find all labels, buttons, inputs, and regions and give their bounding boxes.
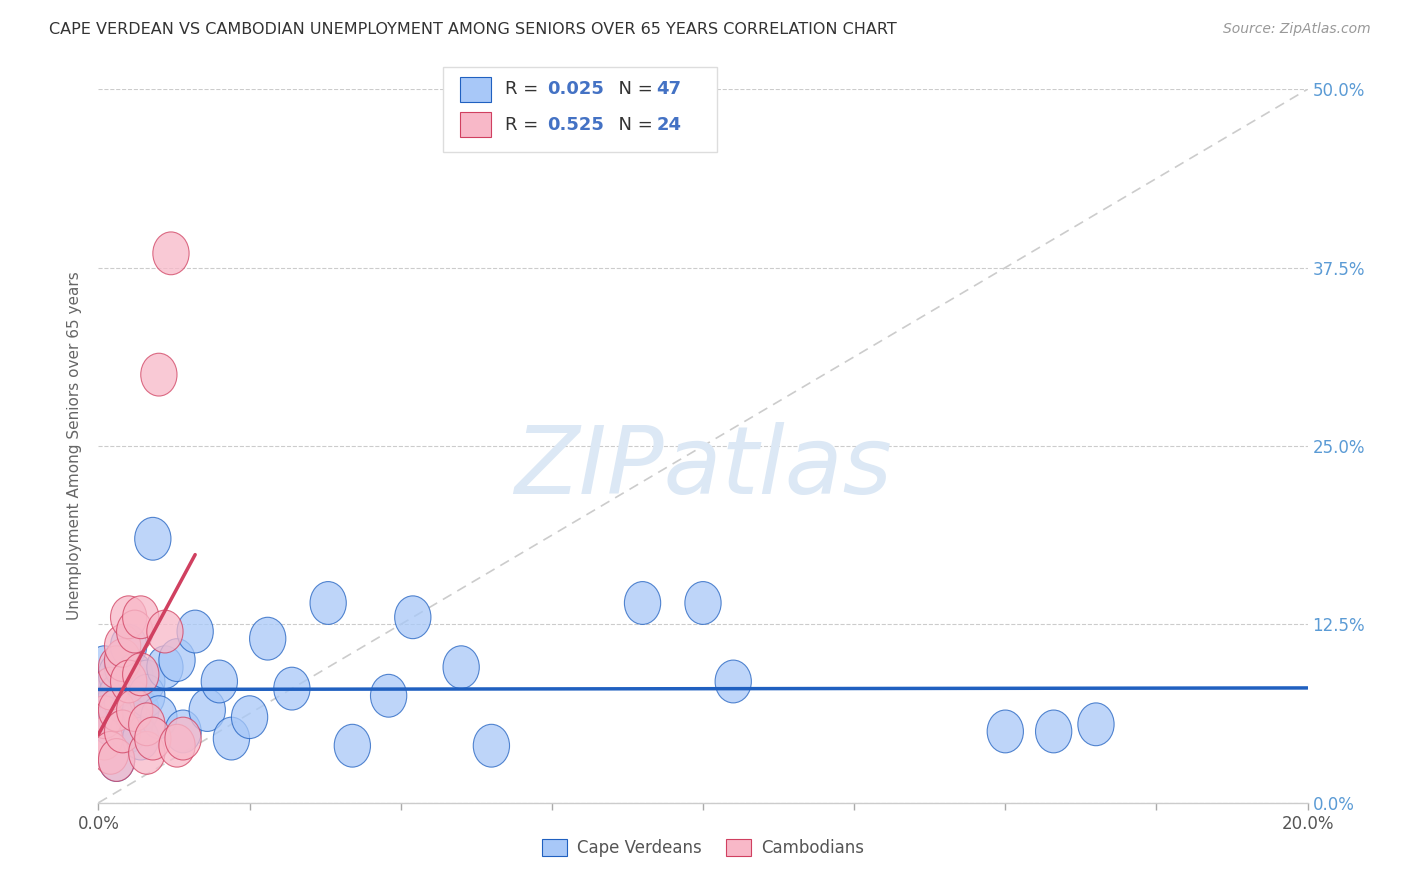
Ellipse shape: [250, 617, 285, 660]
Ellipse shape: [129, 674, 165, 717]
Ellipse shape: [129, 660, 165, 703]
Ellipse shape: [104, 681, 141, 724]
Ellipse shape: [159, 639, 195, 681]
Ellipse shape: [165, 710, 201, 753]
Ellipse shape: [104, 703, 141, 746]
Ellipse shape: [122, 717, 159, 760]
Ellipse shape: [274, 667, 311, 710]
Ellipse shape: [987, 710, 1024, 753]
Ellipse shape: [716, 660, 751, 703]
Y-axis label: Unemployment Among Seniors over 65 years: Unemployment Among Seniors over 65 years: [67, 272, 83, 620]
Ellipse shape: [86, 696, 122, 739]
Ellipse shape: [86, 717, 122, 760]
Ellipse shape: [117, 610, 153, 653]
Ellipse shape: [165, 717, 201, 760]
Text: R =: R =: [505, 116, 544, 134]
Ellipse shape: [111, 710, 146, 753]
Text: 0.525: 0.525: [547, 116, 603, 134]
Text: Source: ZipAtlas.com: Source: ZipAtlas.com: [1223, 22, 1371, 37]
Ellipse shape: [111, 660, 146, 703]
Ellipse shape: [86, 674, 122, 717]
Text: 47: 47: [657, 80, 682, 98]
Ellipse shape: [117, 703, 153, 746]
Ellipse shape: [104, 646, 141, 689]
Ellipse shape: [685, 582, 721, 624]
Ellipse shape: [141, 696, 177, 739]
Ellipse shape: [1078, 703, 1114, 746]
Ellipse shape: [135, 517, 172, 560]
Text: N =: N =: [607, 116, 659, 134]
Ellipse shape: [395, 596, 432, 639]
Text: N =: N =: [607, 80, 659, 98]
Ellipse shape: [122, 653, 159, 696]
Ellipse shape: [309, 582, 346, 624]
Ellipse shape: [93, 689, 129, 731]
Ellipse shape: [93, 667, 129, 710]
Ellipse shape: [371, 674, 406, 717]
Legend: Cape Verdeans, Cambodians: Cape Verdeans, Cambodians: [533, 831, 873, 866]
Ellipse shape: [98, 696, 135, 739]
Ellipse shape: [111, 689, 146, 731]
Ellipse shape: [153, 232, 190, 275]
Ellipse shape: [129, 703, 165, 746]
Ellipse shape: [1035, 710, 1071, 753]
Ellipse shape: [201, 660, 238, 703]
Ellipse shape: [111, 660, 146, 703]
Ellipse shape: [93, 731, 129, 774]
Ellipse shape: [98, 653, 135, 696]
Text: 24: 24: [657, 116, 682, 134]
Ellipse shape: [98, 689, 135, 731]
Ellipse shape: [98, 646, 135, 689]
Text: CAPE VERDEAN VS CAMBODIAN UNEMPLOYMENT AMONG SENIORS OVER 65 YEARS CORRELATION C: CAPE VERDEAN VS CAMBODIAN UNEMPLOYMENT A…: [49, 22, 897, 37]
Ellipse shape: [335, 724, 371, 767]
Ellipse shape: [104, 624, 141, 667]
Ellipse shape: [93, 667, 129, 710]
Ellipse shape: [214, 717, 250, 760]
Ellipse shape: [86, 646, 122, 689]
Ellipse shape: [117, 681, 153, 724]
Ellipse shape: [177, 610, 214, 653]
Ellipse shape: [104, 710, 141, 753]
Ellipse shape: [98, 739, 135, 781]
Ellipse shape: [122, 689, 159, 731]
Ellipse shape: [104, 639, 141, 681]
Ellipse shape: [117, 653, 153, 696]
Ellipse shape: [146, 610, 183, 653]
Ellipse shape: [111, 624, 146, 667]
Ellipse shape: [122, 596, 159, 639]
Ellipse shape: [624, 582, 661, 624]
Ellipse shape: [141, 353, 177, 396]
Ellipse shape: [443, 646, 479, 689]
Ellipse shape: [232, 696, 267, 739]
Text: R =: R =: [505, 80, 544, 98]
Ellipse shape: [135, 717, 172, 760]
Text: 0.025: 0.025: [547, 80, 603, 98]
Ellipse shape: [117, 689, 153, 731]
Ellipse shape: [474, 724, 509, 767]
Ellipse shape: [129, 731, 165, 774]
Ellipse shape: [111, 596, 146, 639]
Text: ZIPatlas: ZIPatlas: [515, 422, 891, 513]
Ellipse shape: [146, 646, 183, 689]
Ellipse shape: [98, 739, 135, 781]
Ellipse shape: [93, 703, 129, 746]
Ellipse shape: [159, 724, 195, 767]
Ellipse shape: [98, 674, 135, 717]
Ellipse shape: [188, 689, 225, 731]
